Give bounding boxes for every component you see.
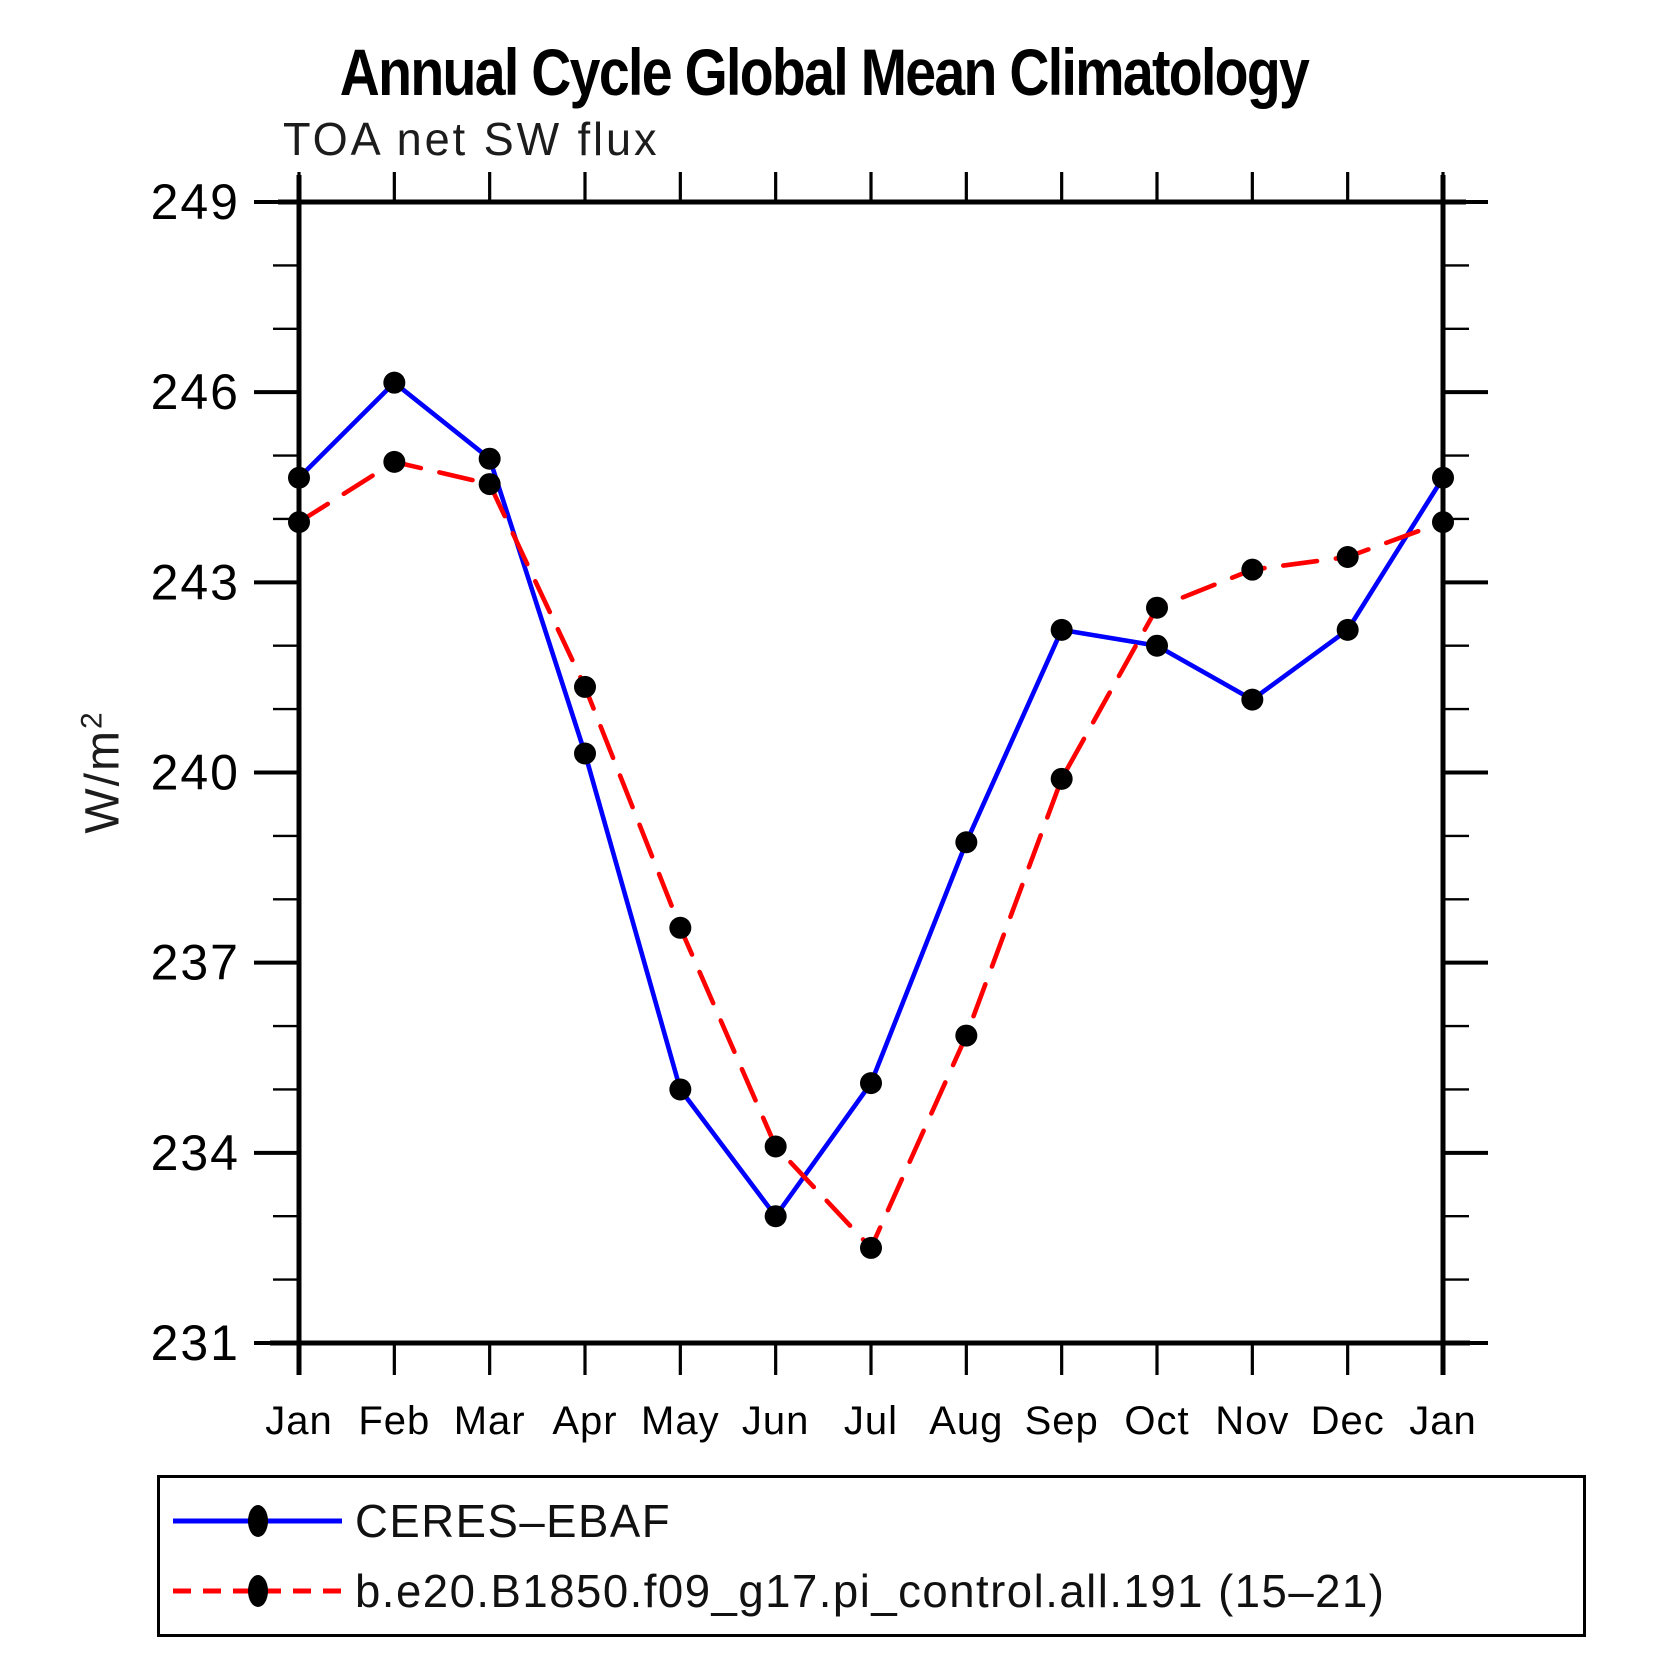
x-tick-label: Jan — [1409, 1399, 1477, 1443]
legend-label-model: b.e20.B1850.f09_g17.pi_control.all.191 (… — [355, 1565, 1386, 1618]
data-point-marker-s1-Dec — [1336, 545, 1359, 568]
data-point-marker-s1-Jul — [860, 1236, 882, 1259]
legend-marker-model — [248, 1575, 268, 1608]
legend-sample-dashed-red-line — [173, 1575, 342, 1608]
data-point-marker-s1-Apr — [574, 675, 596, 698]
x-tick-label: Jul — [844, 1399, 898, 1443]
data-point-marker-s0-Oct — [1146, 634, 1168, 657]
data-point-marker-s0-Jul — [860, 1072, 882, 1095]
x-tick-label: Sep — [1025, 1399, 1099, 1443]
y-tick-label: 246 — [151, 364, 240, 420]
x-tick-label: Nov — [1215, 1399, 1289, 1443]
data-point-marker-s0-Nov — [1241, 688, 1264, 711]
x-tick-label: Oct — [1124, 1399, 1189, 1443]
x-tick-label: Jun — [742, 1399, 810, 1443]
data-point-marker-s0-Aug — [955, 831, 978, 854]
legend-row-model: b.e20.B1850.f09_g17.pi_control.all.191 (… — [170, 1563, 1583, 1619]
data-point-marker-s1-Oct — [1146, 596, 1168, 619]
y-axis-label-exponent: 2 — [75, 710, 109, 730]
legend-label-ceres-ebaf: CERES–EBAF — [355, 1494, 672, 1547]
y-tick-label: 237 — [151, 935, 240, 991]
data-point-marker-s0-Jan — [1432, 466, 1454, 489]
x-tick-label: Apr — [552, 1399, 617, 1443]
series-line-1 — [296, 459, 1446, 1251]
data-point-marker-s0-Feb — [383, 371, 406, 394]
y-axis-label-base: W/m — [76, 729, 130, 834]
legend-marker-ceres-ebaf — [248, 1504, 268, 1537]
y-tick-label: 231 — [151, 1315, 240, 1371]
x-tick-label: May — [641, 1399, 720, 1443]
x-tick-label: Jan — [265, 1399, 333, 1443]
legend-row-ceres-ebaf: CERES–EBAF — [170, 1493, 1583, 1549]
x-tick-label: Aug — [929, 1399, 1003, 1443]
legend-box: CERES–EBAF b.e20.B1850.f09_g17.pi_contro… — [157, 1475, 1586, 1637]
data-point-marker-s0-Mar — [478, 447, 501, 470]
data-point-marker-s1-Jun — [764, 1135, 787, 1158]
y-axis-label: W/m2 — [76, 710, 131, 833]
x-tick-label: Mar — [454, 1399, 526, 1443]
data-point-marker-s0-Dec — [1336, 618, 1359, 641]
data-point-marker-s0-May — [669, 1078, 692, 1101]
data-point-marker-s1-Sep — [1050, 767, 1073, 790]
data-point-marker-s0-Jan — [288, 466, 310, 489]
data-point-marker-s1-Jan — [1432, 511, 1454, 534]
chart-subtitle: TOA net SW flux — [283, 113, 660, 165]
data-point-marker-s1-Jan — [288, 511, 310, 534]
page-title: Annual Cycle Global Mean Climatology — [339, 35, 1310, 109]
legend-sample-solid-blue-line — [173, 1504, 342, 1537]
y-tick-label: 243 — [151, 554, 240, 610]
data-point-marker-s0-Jun — [764, 1205, 787, 1228]
data-point-marker-s1-Aug — [955, 1024, 978, 1047]
x-tick-label: Feb — [358, 1399, 430, 1443]
data-point-marker-s0-Apr — [574, 742, 596, 765]
data-point-marker-s1-Nov — [1241, 558, 1264, 581]
y-tick-label: 234 — [151, 1125, 240, 1181]
x-tick-label: Dec — [1311, 1399, 1385, 1443]
data-point-marker-s1-Feb — [383, 450, 406, 473]
data-point-marker-s1-Mar — [478, 473, 501, 496]
data-point-marker-s1-May — [669, 916, 692, 939]
data-point-marker-s0-Sep — [1050, 618, 1073, 641]
y-tick-label: 249 — [151, 174, 240, 230]
y-tick-label: 240 — [151, 745, 240, 801]
